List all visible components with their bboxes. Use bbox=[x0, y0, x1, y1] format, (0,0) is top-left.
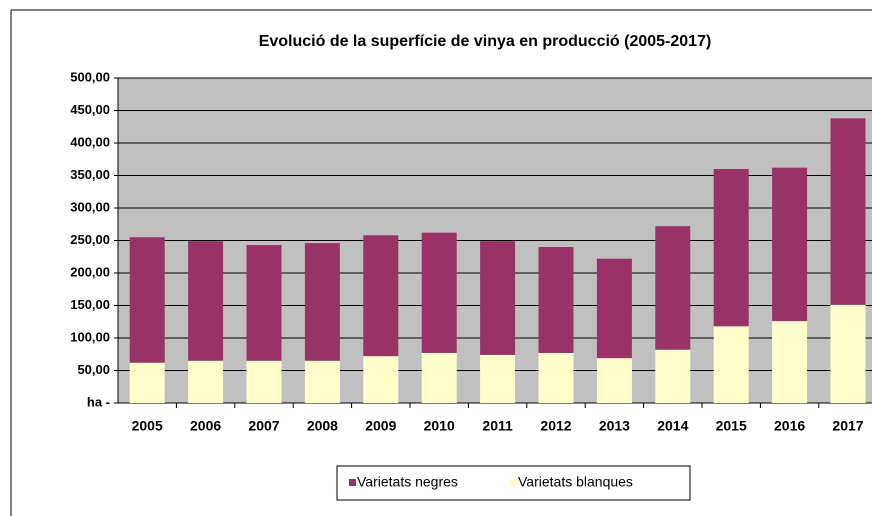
bar bbox=[129, 362, 165, 403]
x-tick-label: 2007 bbox=[248, 418, 279, 434]
y-tick-label: 300,00 bbox=[70, 199, 110, 214]
legend-swatch bbox=[349, 479, 356, 486]
bar bbox=[596, 258, 632, 359]
x-tick-label: 2005 bbox=[132, 418, 163, 434]
x-tick-label: 2008 bbox=[307, 418, 338, 434]
x-tick-label: 2017 bbox=[832, 418, 863, 434]
x-tick-label: 2015 bbox=[716, 418, 747, 434]
bar bbox=[655, 226, 691, 350]
bar bbox=[655, 349, 691, 403]
bar bbox=[246, 360, 282, 403]
y-tick-label: 100,00 bbox=[70, 329, 110, 344]
x-tick-label: 2009 bbox=[365, 418, 396, 434]
bar bbox=[363, 235, 399, 357]
y-tick-label: 250,00 bbox=[70, 232, 110, 247]
x-tick-label: 2012 bbox=[540, 418, 571, 434]
bar bbox=[480, 354, 516, 403]
bar bbox=[596, 358, 632, 403]
bar bbox=[772, 167, 808, 322]
bar bbox=[304, 360, 340, 403]
bar bbox=[713, 169, 749, 327]
x-tick-label: 2016 bbox=[774, 418, 805, 434]
legend-label: Varietats blanques bbox=[518, 474, 633, 490]
y-tick-label: 200,00 bbox=[70, 264, 110, 279]
bar bbox=[246, 245, 282, 361]
x-tick-label: 2006 bbox=[190, 418, 221, 434]
y-tick-label: 350,00 bbox=[70, 167, 110, 182]
x-tick-label: 2014 bbox=[657, 418, 688, 434]
bar bbox=[421, 232, 457, 353]
y-tick-label: 400,00 bbox=[70, 134, 110, 149]
bar bbox=[830, 118, 866, 305]
y-tick-label: 450,00 bbox=[70, 102, 110, 117]
bar bbox=[538, 247, 574, 353]
x-tick-label: 2011 bbox=[482, 418, 513, 434]
bar bbox=[713, 326, 749, 403]
bar bbox=[830, 304, 866, 403]
x-tick-label: 2010 bbox=[424, 418, 455, 434]
bar bbox=[188, 241, 224, 361]
bar bbox=[421, 352, 457, 403]
bar bbox=[188, 360, 224, 403]
bar bbox=[129, 237, 165, 363]
bar bbox=[772, 321, 808, 403]
y-tick-label: 150,00 bbox=[70, 297, 110, 312]
bar bbox=[304, 243, 340, 361]
x-tick-label: 2013 bbox=[599, 418, 630, 434]
y-tick-label: 500,00 bbox=[70, 69, 110, 84]
y-tick-label: 50,00 bbox=[77, 362, 110, 377]
y-tick-label: ha - bbox=[87, 394, 110, 409]
chart-title: Evolució de la superfície de vinya en pr… bbox=[259, 33, 712, 50]
bar bbox=[538, 352, 574, 403]
bar bbox=[363, 356, 399, 403]
bar bbox=[480, 241, 516, 355]
legend-swatch bbox=[510, 479, 517, 486]
legend-label: Varietats negres bbox=[357, 474, 458, 490]
